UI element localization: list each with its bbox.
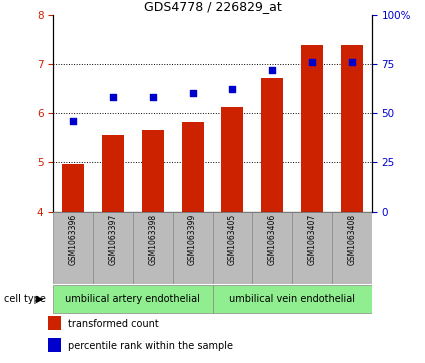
Point bbox=[70, 118, 76, 124]
Text: umbilical artery endothelial: umbilical artery endothelial bbox=[65, 294, 200, 304]
Bar bbox=[48, 316, 61, 330]
Text: umbilical vein endothelial: umbilical vein endothelial bbox=[229, 294, 355, 304]
Text: GSM1063398: GSM1063398 bbox=[148, 214, 157, 265]
Text: ▶: ▶ bbox=[36, 294, 44, 304]
Bar bbox=[62, 164, 84, 212]
Bar bbox=[261, 78, 283, 212]
Bar bbox=[341, 45, 363, 212]
Bar bbox=[173, 212, 212, 284]
Text: GSM1063405: GSM1063405 bbox=[228, 214, 237, 265]
Bar bbox=[221, 107, 244, 212]
Bar bbox=[93, 212, 133, 284]
Bar bbox=[252, 212, 292, 284]
Bar bbox=[301, 45, 323, 212]
Point bbox=[189, 90, 196, 96]
Bar bbox=[53, 285, 212, 313]
Bar bbox=[53, 212, 93, 284]
Text: GSM1063396: GSM1063396 bbox=[68, 214, 77, 265]
Text: percentile rank within the sample: percentile rank within the sample bbox=[68, 341, 232, 351]
Point bbox=[229, 86, 236, 92]
Bar bbox=[181, 122, 204, 212]
Bar bbox=[48, 338, 61, 352]
Text: GSM1063408: GSM1063408 bbox=[348, 214, 357, 265]
Point bbox=[149, 94, 156, 100]
Title: GDS4778 / 226829_at: GDS4778 / 226829_at bbox=[144, 0, 281, 13]
Bar bbox=[142, 130, 164, 212]
Point bbox=[309, 59, 315, 65]
Bar bbox=[332, 212, 372, 284]
Bar bbox=[212, 212, 252, 284]
Point bbox=[110, 94, 116, 100]
Bar bbox=[292, 212, 332, 284]
Bar bbox=[102, 135, 124, 212]
Text: GSM1063397: GSM1063397 bbox=[108, 214, 117, 265]
Text: cell type: cell type bbox=[4, 294, 46, 304]
Text: transformed count: transformed count bbox=[68, 319, 158, 329]
Point bbox=[348, 59, 355, 65]
Text: GSM1063406: GSM1063406 bbox=[268, 214, 277, 265]
Text: GSM1063399: GSM1063399 bbox=[188, 214, 197, 265]
Bar bbox=[133, 212, 173, 284]
Bar bbox=[212, 285, 372, 313]
Text: GSM1063407: GSM1063407 bbox=[308, 214, 317, 265]
Point bbox=[269, 67, 276, 73]
